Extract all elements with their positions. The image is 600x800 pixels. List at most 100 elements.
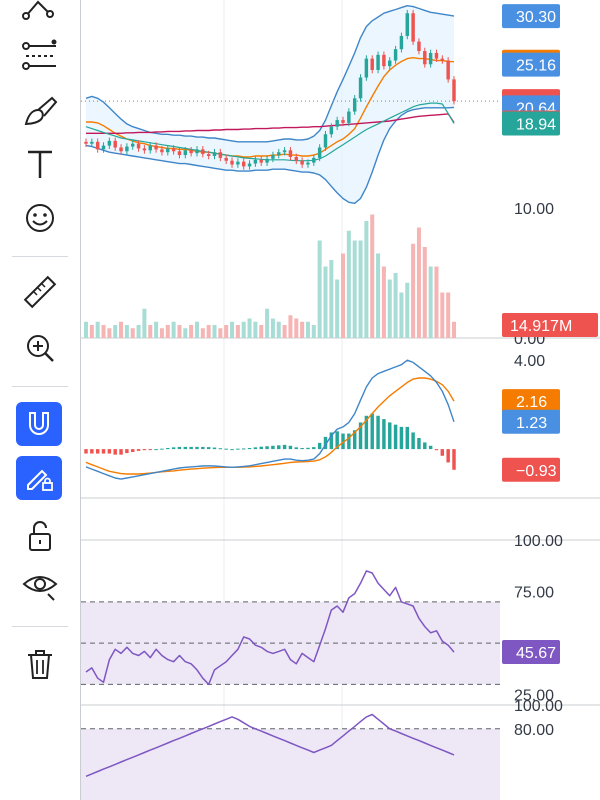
volume-bar: [358, 240, 363, 338]
macd-histogram-bar: [113, 449, 117, 455]
macd-histogram-bar: [119, 449, 123, 455]
candle-body: [423, 51, 427, 65]
fib-retracement-icon[interactable]: [14, 34, 66, 78]
text-icon[interactable]: [14, 142, 66, 186]
candle-body: [312, 157, 316, 163]
candle-body: [212, 152, 217, 156]
candle-body: [335, 120, 339, 127]
volume-bar: [183, 328, 188, 338]
trend-line-icon[interactable]: [14, 0, 66, 22]
volume-bar: [335, 279, 340, 338]
candle-body: [125, 146, 129, 152]
candle-body: [347, 111, 351, 123]
volume-bar: [171, 321, 176, 338]
ma-long-line: [86, 113, 455, 134]
rsi-axis-tick-label: 100.00: [514, 533, 563, 550]
macd-histogram-bar: [376, 415, 380, 450]
candle-body: [171, 148, 176, 152]
candle-body: [393, 49, 398, 61]
eye-icon[interactable]: [14, 562, 66, 606]
price-axis-tag-box: [502, 111, 560, 136]
lock-drawing-icon[interactable]: [16, 456, 62, 500]
candle-body: [95, 141, 100, 150]
macd-histogram-bar: [370, 413, 374, 450]
macd-histogram-bar: [300, 448, 304, 450]
candle-body: [277, 152, 281, 156]
volume-bar: [142, 308, 147, 338]
macd-histogram-bar: [183, 446, 188, 450]
candle-body: [101, 145, 106, 150]
macd-axis-tag-text: 2.16: [516, 394, 547, 411]
macd-histogram-bar: [347, 433, 351, 450]
toolbar-divider: [12, 386, 68, 387]
macd-histogram-bar: [399, 426, 404, 450]
macd-histogram-bar: [206, 447, 211, 450]
candle-body: [189, 150, 193, 154]
candle-body: [224, 157, 228, 161]
zoom-in-icon[interactable]: [14, 326, 66, 370]
magnet-icon[interactable]: [16, 402, 62, 446]
candle-body: [434, 52, 439, 59]
candle-body: [399, 35, 404, 50]
rsi-axis-tick-label: 25.00: [514, 688, 554, 705]
emoji-icon[interactable]: [14, 196, 66, 240]
volume-bar: [282, 325, 287, 338]
volume-bar: [101, 325, 106, 338]
candle-body: [236, 161, 240, 165]
volume-bar: [206, 325, 211, 338]
macd-histogram-bar: [166, 448, 170, 450]
volume-bar: [352, 240, 357, 338]
price-axis-tag: 25.16: [502, 52, 560, 77]
volume-last-tag-text: 14.917M: [510, 318, 572, 335]
candle-body: [329, 126, 334, 135]
bollinger-upper-line: [85, 5, 455, 143]
volume-bar: [440, 292, 445, 338]
volume-bar: [159, 328, 164, 338]
candle-body: [446, 60, 450, 80]
macd-histogram-bar: [277, 445, 281, 450]
macd-histogram-bar: [195, 446, 199, 450]
macd-histogram-bar: [428, 445, 433, 450]
rsi-axis-tag-text: 45.67: [516, 645, 556, 662]
brush-icon[interactable]: [14, 90, 66, 134]
stoch-axis-tick-label: 80.00: [514, 722, 554, 739]
ma-green-line: [85, 102, 455, 162]
ruler-icon[interactable]: [14, 270, 66, 314]
price-axis-tag: 18.94: [502, 111, 560, 136]
unlock-icon[interactable]: [14, 514, 66, 558]
candle-body: [341, 120, 345, 123]
volume-bar: [165, 325, 170, 338]
volume-bar: [370, 214, 375, 338]
macd-histogram-bar: [241, 448, 246, 450]
volume-bar: [300, 321, 305, 338]
volume-bar: [451, 321, 457, 338]
macd-axis-tag-box: [502, 409, 560, 434]
macd-axis-tag: 1.23: [502, 409, 560, 434]
volume-bar: [434, 266, 439, 338]
macd-axis-tag-text: −0.93: [516, 463, 557, 480]
candle-body: [259, 159, 263, 163]
candle-body: [271, 155, 275, 159]
macd-histogram-bar: [317, 442, 322, 450]
drawing-toolbar: [0, 0, 80, 800]
volume-bar: [224, 325, 229, 338]
macd-histogram-bar: [388, 422, 392, 450]
candle-body: [282, 150, 287, 153]
candle-body: [405, 13, 409, 36]
macd-signal-line: [85, 377, 455, 475]
trash-icon[interactable]: [14, 642, 66, 686]
volume-bar: [189, 325, 194, 338]
macd-axis-tag-text: 1.23: [516, 415, 547, 432]
macd-histogram-bar: [212, 447, 217, 450]
volume-bar: [294, 318, 299, 338]
volume-bar: [177, 325, 182, 338]
macd-histogram-bar: [341, 433, 345, 450]
volume-bar: [288, 315, 293, 338]
candle-body: [306, 162, 310, 165]
macd-histogram-bar: [154, 449, 158, 451]
candle-body: [352, 98, 357, 112]
macd-histogram-bar: [364, 415, 369, 450]
candle-body: [417, 41, 421, 52]
volume-bar: [247, 318, 252, 338]
